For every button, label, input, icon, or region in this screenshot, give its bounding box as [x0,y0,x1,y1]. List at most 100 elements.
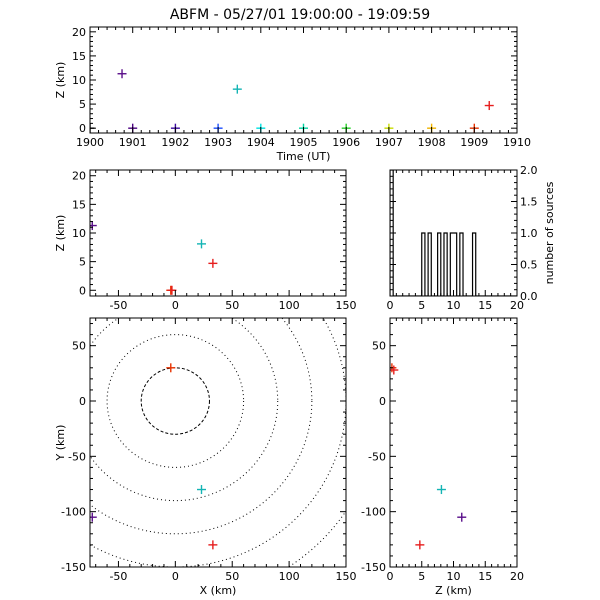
x-tick-label: 100 [279,570,300,583]
y-tick-label: 0 [79,395,86,408]
y-tick-label: 20 [72,26,86,39]
y-tick-label: 5 [79,256,86,269]
y-tick-label: 15 [72,50,86,63]
x-tick-label: 10 [447,570,461,583]
x-tick-label: 1908 [418,136,446,149]
y-tick-label: 0 [379,395,386,408]
x-tick-label: 0 [172,570,179,583]
data-point [484,101,494,111]
x-tick-label: 15 [478,299,492,312]
y-axis-label: Z (km) [54,215,67,252]
plot-area [390,363,467,550]
y-tick-label: -150 [61,561,86,574]
x-tick-label: 1905 [290,136,318,149]
panel-x-vs-z: -50 0 50 100 150 0 5 10 15 20 Z (km) [54,169,357,312]
y-tick-label: 20 [72,170,86,183]
axes-frame [89,26,518,134]
figure-title: ABFM - 05/27/01 19:00:00 - 19:09:59 [170,7,430,23]
y-tick-label: -100 [61,506,86,519]
x-tick-label: 1902 [161,136,189,149]
x-tick-label: 150 [336,299,357,312]
range-ring [106,334,245,468]
x-tick-label: 1904 [247,136,275,149]
x-axis-label: X (km) [200,584,237,597]
data-point [166,363,176,373]
y-tick-label: -150 [361,561,386,574]
range-ring [90,318,279,502]
x-axis-label: Time (UT) [276,150,331,163]
y-tick-label: 0.5 [520,259,538,272]
x-tick-label: 1907 [375,136,403,149]
x-tick-label: 1910 [503,136,531,149]
x-tick-label: 150 [336,570,357,583]
x-tick-label: 50 [225,299,239,312]
x-tick-label: 50 [225,570,239,583]
x-tick-label: 0 [172,299,179,312]
x-tick-label: 5 [418,299,425,312]
x-tick-label: 20 [510,299,524,312]
data-point [457,512,467,522]
x-tick-label: 100 [279,299,300,312]
axes-frame [89,169,347,297]
x-tick-label: 10 [447,299,461,312]
x-tick-label: 1909 [460,136,488,149]
x-axis-label: Z (km) [435,584,472,597]
data-point [415,540,425,550]
panels: 1900 1901 1902 1903 1904 1905 1906 1907 1908 1909… [54,26,557,597]
panel-histogram: 0 5 10 15 200.0 0.5 1.0 1.5 2.0 number of sources [387,164,557,312]
x-tick-label: 20 [510,570,524,583]
x-tick-label: 0 [387,299,394,312]
data-point [90,221,97,231]
y-tick-label: 1.5 [520,196,538,209]
y-tick-label: 0 [79,122,86,135]
panel-z-vs-y: 0 5 10 15 20 -150 -100 -50 0 50 Z (km) [361,317,524,597]
axes-frame [89,317,347,568]
y-axis-label: number of sources [543,181,556,284]
range-ring [90,318,346,567]
data-point [117,69,127,79]
data-point [90,512,97,522]
x-tick-label: -50 [109,299,127,312]
data-point [208,540,218,550]
x-tick-label: 1900 [76,136,104,149]
y-tick-label: 0.0 [520,290,538,303]
y-tick-label: 1.0 [520,227,538,240]
y-tick-label: 5 [79,98,86,111]
x-tick-label: 1901 [119,136,147,149]
x-tick-label: 5 [418,570,425,583]
range-ring [140,367,210,435]
data-point [390,365,399,375]
data-point [197,239,207,249]
y-tick-label: 50 [72,340,86,353]
plot-area [90,221,218,295]
range-ring [287,510,346,567]
y-tick-label: 10 [72,227,86,240]
y-tick-label: 10 [72,74,86,87]
y-tick-label: 2.0 [520,164,538,177]
histogram-line [390,170,517,296]
y-tick-label: 0 [79,284,86,297]
plot-area [390,170,517,296]
y-tick-label: 15 [72,198,86,211]
y-tick-label: -100 [361,506,386,519]
plot-area [90,318,346,567]
y-axis-label: Y (km) [54,425,67,462]
x-tick-label: 15 [478,570,492,583]
data-point [232,84,242,94]
y-tick-label: -50 [68,450,86,463]
data-point [208,258,218,268]
panel-time-vs-z: 1900 1901 1902 1903 1904 1905 1906 1907 1908 1909… [54,26,531,163]
x-tick-label: 1906 [332,136,360,149]
y-tick-label: -50 [368,450,386,463]
data-point [436,485,446,495]
range-ring [90,318,313,535]
x-tick-label: 1903 [204,136,232,149]
y-axis-label: Z (km) [54,62,67,99]
y-tick-label: 50 [372,340,386,353]
x-tick-label: -50 [109,570,127,583]
data-point [197,485,207,495]
x-tick-label: 0 [387,570,394,583]
plot-area [90,69,494,133]
